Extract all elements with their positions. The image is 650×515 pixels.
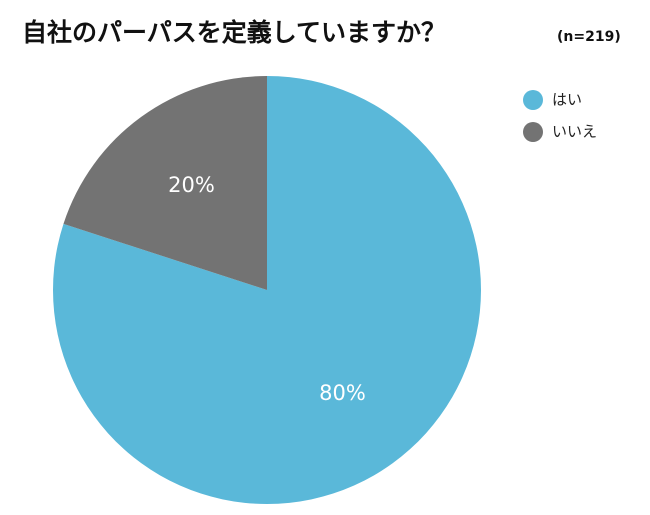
chart-title: 自社のパーパスを定義していますか？ bbox=[22, 18, 446, 47]
value-label: 20% bbox=[168, 173, 215, 197]
legend-swatch bbox=[523, 90, 543, 110]
pie-slice bbox=[63, 76, 267, 290]
legend-label: はい bbox=[552, 91, 582, 109]
chart-subtitle: (n=219) bbox=[557, 29, 621, 45]
value-label: 80% bbox=[319, 381, 366, 405]
legend-label: いいえ bbox=[552, 123, 597, 141]
legend-swatch bbox=[523, 122, 543, 142]
